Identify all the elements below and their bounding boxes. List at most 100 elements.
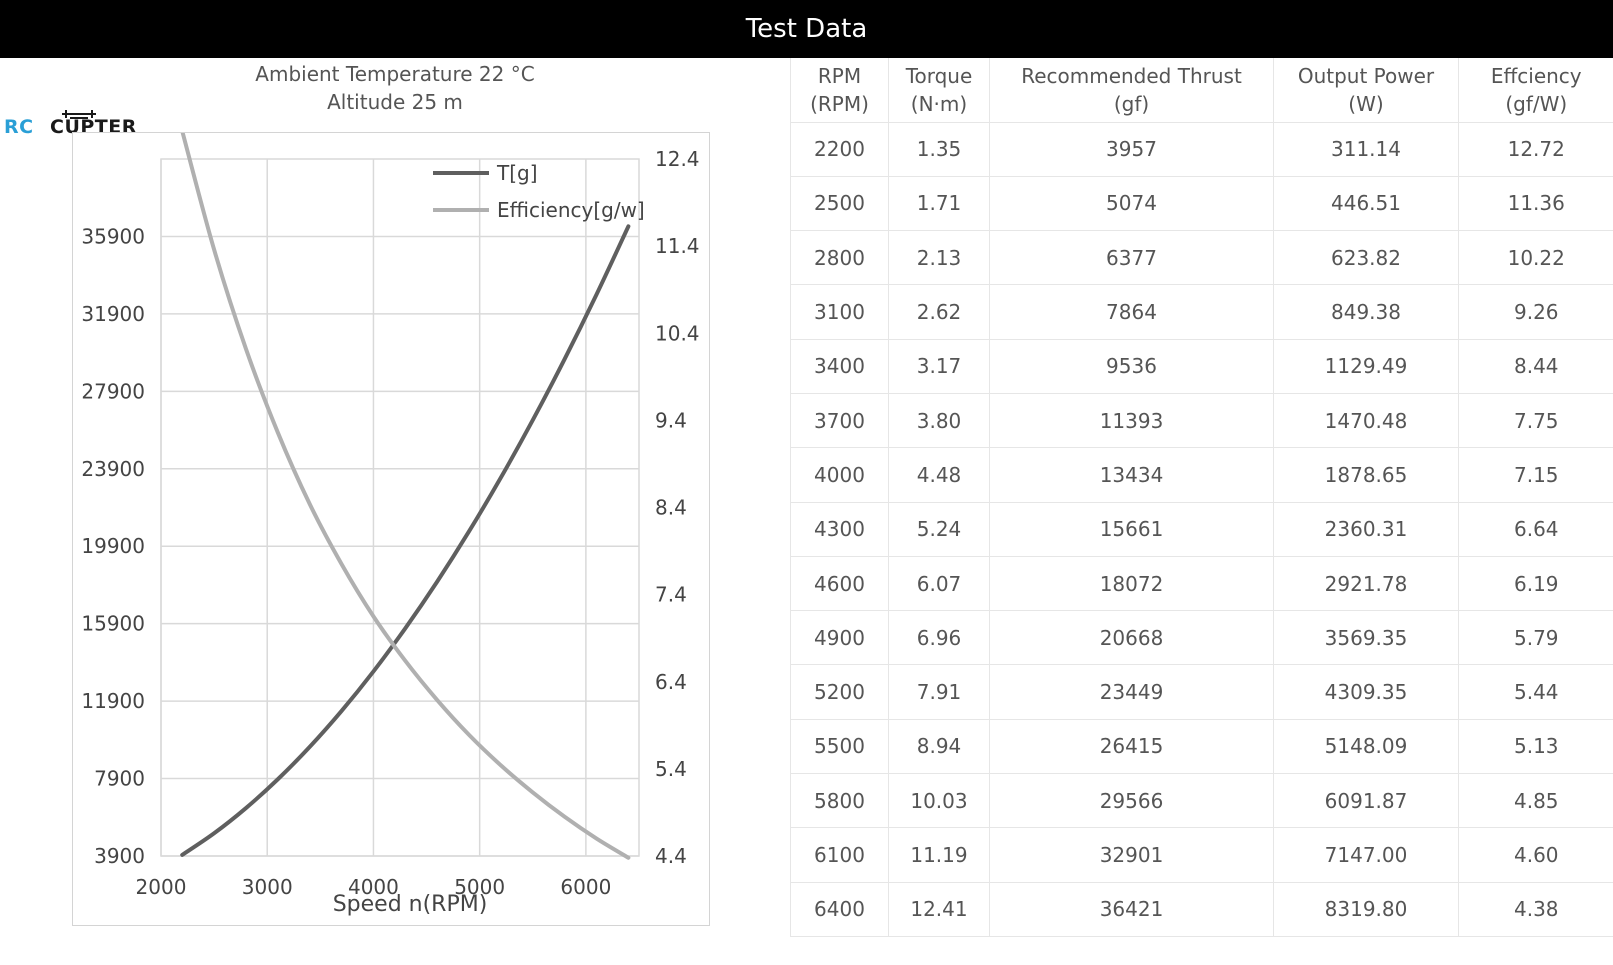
cell-rpm: 4000 xyxy=(790,447,889,503)
cell-thrust: 6377 xyxy=(989,230,1274,286)
cell-efficiency: 5.44 xyxy=(1458,664,1613,720)
cell-torque: 6.96 xyxy=(888,610,990,666)
cell-torque: 3.17 xyxy=(888,339,990,394)
cell-torque: 1.71 xyxy=(888,176,990,232)
cell-thrust: 18072 xyxy=(989,556,1274,612)
cell-rpm: 6100 xyxy=(790,827,889,883)
cell-torque: 10.03 xyxy=(888,773,990,829)
table-row: 4900 6.96 20668 3569.35 5.79 xyxy=(790,610,1613,666)
table-row: 3400 3.17 9536 1129.49 8.44 xyxy=(790,339,1613,394)
cell-efficiency: 4.60 xyxy=(1458,827,1613,883)
cell-torque: 2.13 xyxy=(888,230,990,286)
cell-efficiency: 7.15 xyxy=(1458,447,1613,503)
plot-area xyxy=(160,158,640,857)
y-left-tick-label: 7900 xyxy=(94,767,145,791)
table-row: 5200 7.91 23449 4309.35 5.44 xyxy=(790,664,1613,720)
cell-efficiency: 5.13 xyxy=(1458,719,1613,775)
ambient-temperature: Ambient Temperature 22 °C xyxy=(255,62,535,86)
cell-power: 849.38 xyxy=(1273,284,1459,340)
table-row: 3700 3.80 11393 1470.48 7.75 xyxy=(790,393,1613,449)
table-header-row: RPM (RPM) Torque (N·m) Recommended Thrus… xyxy=(790,58,1613,123)
cell-rpm: 6400 xyxy=(790,882,889,937)
table-row: 3100 2.62 7864 849.38 9.26 xyxy=(790,284,1613,340)
cell-rpm: 3100 xyxy=(790,284,889,340)
cell-efficiency: 11.36 xyxy=(1458,176,1613,232)
x-axis-title: Speed n(RPM) xyxy=(333,892,488,917)
y-left-tick-label: 31900 xyxy=(81,302,145,326)
legend-thrust-label: T[g] xyxy=(496,161,538,185)
x-tick-label: 2000 xyxy=(136,875,187,899)
table-row: 6100 11.19 32901 7147.00 4.60 xyxy=(790,827,1613,883)
y-right-tick-label: 9.4 xyxy=(655,408,687,432)
page-title-bar: Test Data xyxy=(0,0,1613,58)
cell-efficiency: 8.44 xyxy=(1458,339,1613,394)
cell-power: 6091.87 xyxy=(1273,773,1459,829)
legend-efficiency-label: Efficiency[g/w] xyxy=(497,198,645,222)
cell-torque: 5.24 xyxy=(888,502,990,557)
cell-thrust: 5074 xyxy=(989,176,1274,232)
cell-thrust: 29566 xyxy=(989,773,1274,829)
cell-power: 623.82 xyxy=(1273,230,1459,286)
test-data-table: RPM (RPM) Torque (N·m) Recommended Thrus… xyxy=(790,58,1613,937)
cell-power: 5148.09 xyxy=(1273,719,1459,775)
y-right-tick-label: 8.4 xyxy=(655,496,687,520)
cell-efficiency: 7.75 xyxy=(1458,393,1613,449)
thrust-efficiency-chart: 2000 3000 4000 5000 6000 3900 7900 11900 15900 19… xyxy=(72,132,710,926)
cell-rpm: 4300 xyxy=(790,502,889,557)
x-tick-label: 5000 xyxy=(454,875,505,899)
chart-series xyxy=(180,133,631,860)
cell-power: 4309.35 xyxy=(1273,664,1459,720)
y-right-tick-label: 12.4 xyxy=(655,147,700,171)
drone-icon xyxy=(62,110,96,119)
cell-power: 1129.49 xyxy=(1273,339,1459,394)
chart-legend: T[g] Efficiency[g/w] xyxy=(433,161,645,222)
y-right-tick-label: 4.4 xyxy=(655,844,687,868)
cell-rpm: 5800 xyxy=(790,773,889,829)
cell-rpm: 3700 xyxy=(790,393,889,449)
logo-rc-text: RC xyxy=(4,116,34,138)
efficiency-series-line xyxy=(180,133,631,860)
cell-torque: 11.19 xyxy=(888,827,990,883)
column-header-torque: Torque (N·m) xyxy=(888,58,990,123)
cell-efficiency: 9.26 xyxy=(1458,284,1613,340)
cell-power: 1470.48 xyxy=(1273,393,1459,449)
y-right-tick-label: 7.4 xyxy=(655,583,687,607)
thrust-series-line xyxy=(180,224,631,857)
cell-torque: 7.91 xyxy=(888,664,990,720)
cell-power: 446.51 xyxy=(1273,176,1459,232)
cell-rpm: 5500 xyxy=(790,719,889,775)
cell-efficiency: 6.64 xyxy=(1458,502,1613,557)
y-left-tick-label: 23900 xyxy=(81,457,145,481)
column-header-thrust: Recommended Thrust (gf) xyxy=(989,58,1274,123)
cell-thrust: 26415 xyxy=(989,719,1274,775)
cell-thrust: 11393 xyxy=(989,393,1274,449)
cell-power: 311.14 xyxy=(1273,122,1459,177)
table-row: 4600 6.07 18072 2921.78 6.19 xyxy=(790,556,1613,612)
altitude: Altitude 25 m xyxy=(327,90,463,114)
y-right-tick-label: 11.4 xyxy=(655,234,700,258)
table-row: 5800 10.03 29566 6091.87 4.85 xyxy=(790,773,1613,829)
test-conditions: Ambient Temperature 22 °C Altitude 25 m xyxy=(0,60,790,116)
cell-rpm: 4900 xyxy=(790,610,889,666)
column-header-efficiency: Effciency (gf/W) xyxy=(1458,58,1613,123)
cell-rpm: 2200 xyxy=(790,122,889,177)
cell-efficiency: 4.85 xyxy=(1458,773,1613,829)
cell-thrust: 9536 xyxy=(989,339,1274,394)
y-left-tick-label: 35900 xyxy=(81,224,145,248)
cell-thrust: 20668 xyxy=(989,610,1274,666)
cell-rpm: 2500 xyxy=(790,176,889,232)
x-tick-label: 6000 xyxy=(560,875,611,899)
cell-thrust: 7864 xyxy=(989,284,1274,340)
cell-efficiency: 4.38 xyxy=(1458,882,1613,937)
table-row: 5500 8.94 26415 5148.09 5.13 xyxy=(790,719,1613,775)
cell-thrust: 3957 xyxy=(989,122,1274,177)
cell-efficiency: 10.22 xyxy=(1458,230,1613,286)
y-right-tick-label: 10.4 xyxy=(655,321,700,345)
cell-thrust: 15661 xyxy=(989,502,1274,557)
cell-torque: 12.41 xyxy=(888,882,990,937)
cell-torque: 4.48 xyxy=(888,447,990,503)
cell-power: 1878.65 xyxy=(1273,447,1459,503)
y-right-tick-label: 5.4 xyxy=(655,757,687,781)
column-header-rpm: RPM (RPM) xyxy=(790,58,889,123)
y-left-tick-label: 11900 xyxy=(81,689,145,713)
